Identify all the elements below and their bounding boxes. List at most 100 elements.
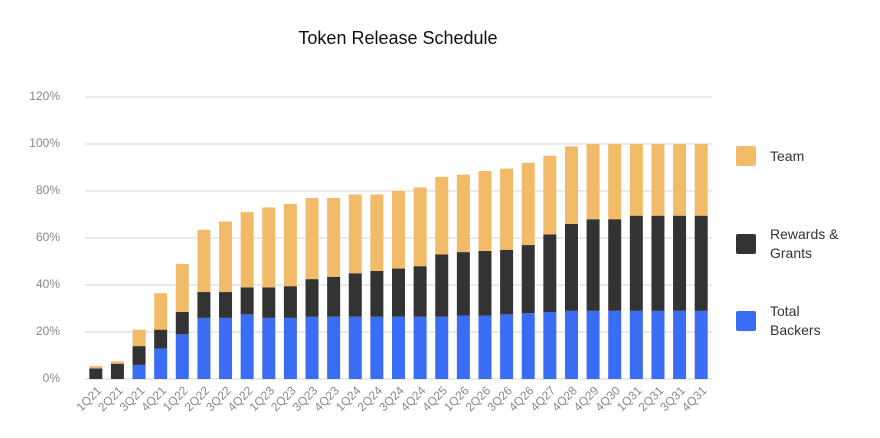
bar-segment <box>413 316 427 379</box>
bar-segment <box>327 316 341 379</box>
bar-segment <box>327 276 341 317</box>
bar-segment <box>283 317 297 379</box>
bar-segment <box>262 207 276 288</box>
bar-segment <box>435 316 449 379</box>
y-tick-label: 0% <box>43 371 61 385</box>
bar-segment <box>500 249 514 315</box>
bar-segment <box>629 310 643 379</box>
bar-segment <box>219 317 233 379</box>
legend-label: Team <box>770 147 805 164</box>
legend-item: Team <box>736 146 850 166</box>
bar-segment <box>564 310 578 379</box>
bar-segment <box>392 268 405 317</box>
bar-segment <box>370 270 384 317</box>
bar-segment <box>521 313 535 379</box>
bar-segment <box>543 155 557 235</box>
bar-segment <box>586 144 600 220</box>
bar-segment <box>89 368 103 379</box>
bar-segment <box>283 286 297 318</box>
bar-segment <box>175 334 189 379</box>
bar-segment <box>629 144 643 216</box>
bar-segment <box>305 316 319 379</box>
legend-swatch <box>736 234 756 254</box>
legend-item: Total Backers <box>736 302 850 340</box>
bar-segment <box>694 144 708 216</box>
bar-segment <box>651 215 665 311</box>
bar-segment <box>132 329 146 347</box>
bar-segment <box>413 187 427 267</box>
bar-segment <box>392 191 405 269</box>
bar-segment <box>262 317 276 379</box>
legend-swatch <box>736 146 756 166</box>
y-tick-label: 80% <box>36 183 60 197</box>
bar-segment <box>521 162 535 246</box>
legend-label: Total Backers <box>770 303 821 338</box>
bar-segment <box>240 212 254 288</box>
bar-segment <box>456 252 470 316</box>
bar-segment <box>694 310 708 379</box>
bar-segment <box>110 363 124 379</box>
bar-segment <box>197 229 211 293</box>
bar-segment <box>478 171 492 251</box>
chart-title: Token Release Schedule <box>298 28 497 48</box>
bar-segment <box>262 287 276 318</box>
bar-segment <box>629 215 643 311</box>
bar-segment <box>370 316 384 379</box>
bar-segment <box>456 174 470 253</box>
bar-segment <box>564 146 578 224</box>
bar-segment <box>197 292 211 318</box>
y-tick-label: 20% <box>36 324 60 338</box>
bar-segment <box>586 219 600 311</box>
bar-segment <box>651 310 665 379</box>
y-tick-label: 120% <box>29 89 60 103</box>
bar-segment <box>348 273 362 317</box>
bar-segment <box>435 176 449 255</box>
y-tick-label: 100% <box>29 136 60 150</box>
bar-segment <box>608 219 622 311</box>
bar-segment <box>521 245 535 314</box>
bar-segment <box>154 293 168 330</box>
bar-segment <box>240 287 254 315</box>
bar-segment <box>413 266 427 317</box>
bar-segment <box>694 215 708 311</box>
bar-segment <box>327 198 341 277</box>
bar-segment <box>197 317 211 379</box>
bar-segment <box>435 254 449 317</box>
legend-swatch <box>736 311 756 331</box>
bar-segment <box>456 315 470 379</box>
bar-segment <box>478 315 492 379</box>
bar-segment <box>543 234 557 313</box>
bar-segment <box>564 223 578 311</box>
bar-segment <box>392 316 405 379</box>
y-tick-label: 40% <box>36 277 60 291</box>
bar-segment <box>608 144 622 220</box>
bar-segment <box>543 312 557 379</box>
bar-segment <box>651 144 665 216</box>
bar-segment <box>219 292 233 318</box>
y-tick-label: 60% <box>36 230 60 244</box>
bar-segment <box>348 194 362 274</box>
bar-segment <box>348 316 362 379</box>
bar-segment <box>370 194 384 271</box>
bar-segment <box>305 279 319 317</box>
bar-segment <box>132 346 146 365</box>
bar-segment <box>283 203 297 287</box>
bar-segment <box>240 314 254 379</box>
bar-segment <box>673 215 687 311</box>
bar-segment <box>305 198 319 280</box>
bar-segment <box>500 168 514 250</box>
bar-segment <box>132 364 146 379</box>
bar-segment <box>673 144 687 216</box>
bar-segment <box>219 221 233 293</box>
bar-segment <box>110 361 124 364</box>
bar-segment <box>154 329 168 349</box>
bar-segment <box>154 348 168 379</box>
x-tick-label: 4Q31 <box>679 383 710 414</box>
legend-label: Rewards & Grants <box>770 226 839 261</box>
bar-segment <box>500 314 514 379</box>
bar-segment <box>608 310 622 379</box>
bar-segment <box>478 250 492 316</box>
bar-segment <box>89 366 103 369</box>
